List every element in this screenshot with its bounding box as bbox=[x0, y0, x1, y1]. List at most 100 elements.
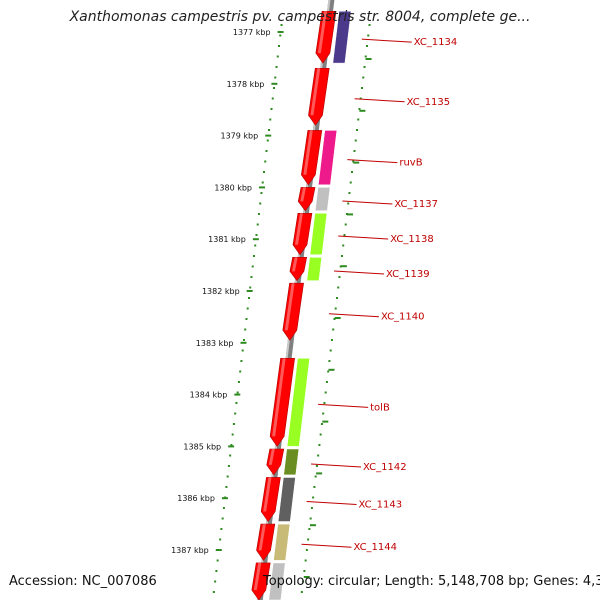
ruler-tick-label: 1381 kbp bbox=[208, 235, 246, 244]
ruler-dot bbox=[362, 76, 365, 79]
ruler-dot bbox=[347, 202, 350, 205]
ruler-tick-label: 1382 kbp bbox=[202, 287, 240, 296]
ruler-tick-label: 1387 kbp bbox=[171, 546, 209, 555]
gene-label-leader bbox=[318, 403, 369, 408]
ruler-dot bbox=[324, 391, 327, 394]
ruler-tick bbox=[252, 238, 259, 241]
ruler-dot bbox=[330, 339, 333, 341]
gene-category-block bbox=[309, 213, 328, 255]
gene-category-block bbox=[283, 448, 300, 476]
gene-label-leader bbox=[347, 159, 398, 164]
ruler-dot bbox=[357, 118, 360, 121]
ruler-dot bbox=[269, 118, 272, 121]
ruler-dot bbox=[307, 538, 310, 541]
gene-label-leader bbox=[328, 313, 379, 318]
ruler-dot bbox=[234, 412, 237, 415]
gene-category-block bbox=[318, 130, 338, 186]
ruler-dot bbox=[245, 318, 248, 320]
ruler-dot bbox=[323, 402, 326, 404]
ruler-dot bbox=[230, 444, 233, 446]
ruler-tick-label: 1377 kbp bbox=[233, 28, 271, 37]
ruler-dot bbox=[317, 454, 320, 457]
ruler: 1377 kbp 1378 kbp 1379 kbp 1380 kbp 1381 kbp… bbox=[171, 24, 372, 593]
ruler-dot bbox=[300, 591, 303, 593]
ruler-tick-label: 1383 kbp bbox=[196, 339, 234, 348]
gene-label: XC_1138 bbox=[390, 234, 434, 245]
ruler-tick bbox=[265, 134, 272, 137]
ruler-tick bbox=[359, 109, 366, 112]
ruler-dot bbox=[340, 255, 343, 257]
gene-arrow-highlight bbox=[294, 213, 303, 245]
ruler-tick bbox=[246, 290, 253, 292]
ruler-dot bbox=[254, 244, 257, 247]
ruler-dot bbox=[255, 234, 258, 236]
ruler-dot bbox=[332, 328, 335, 331]
ruler-dot bbox=[264, 160, 267, 163]
ruler-dot bbox=[242, 339, 245, 341]
ruler-dot bbox=[345, 213, 348, 215]
gene-arrow-highlight bbox=[268, 448, 275, 465]
ruler-dot bbox=[348, 192, 351, 194]
ruler-dot bbox=[363, 66, 366, 68]
gene-arrow-highlight bbox=[272, 358, 286, 437]
ruler-dot bbox=[232, 423, 235, 425]
accession-text: Accession: NC_007086 bbox=[9, 574, 157, 589]
gene-arrow bbox=[292, 213, 313, 256]
ruler-tick-label: 1378 kbp bbox=[227, 80, 265, 89]
gene-label-leader bbox=[301, 543, 352, 548]
gene-arrow bbox=[260, 477, 281, 523]
ruler-dot bbox=[310, 507, 313, 509]
ruler-dot bbox=[252, 255, 255, 257]
ruler-dot bbox=[322, 412, 325, 415]
ruler-dot bbox=[308, 528, 311, 530]
ruler-tick-label: 1379 kbp bbox=[221, 132, 259, 141]
ruler-dot bbox=[267, 129, 270, 131]
map-title: Xanthomonas campestris pv. campestris st… bbox=[69, 9, 531, 25]
ruler-dot bbox=[271, 97, 274, 100]
ruler-dot bbox=[319, 433, 322, 436]
gene-label: XC_1142 bbox=[363, 462, 407, 473]
ruler-dot bbox=[343, 234, 346, 236]
ruler-dot bbox=[222, 507, 225, 509]
ruler-dot bbox=[251, 265, 254, 268]
gene-label: XC_1139 bbox=[386, 269, 430, 280]
gene-label: XC_1144 bbox=[353, 542, 397, 553]
ruler-dot bbox=[304, 559, 307, 562]
ruler-dot bbox=[256, 223, 259, 226]
gene-label: XC_1140 bbox=[381, 312, 425, 323]
ruler-dot bbox=[225, 486, 228, 488]
ruler-tick bbox=[303, 576, 310, 578]
ruler-dot bbox=[368, 24, 371, 26]
gene-label-leader bbox=[342, 200, 393, 205]
gene-arrow-highlight bbox=[303, 130, 313, 175]
ruler-dot bbox=[276, 55, 279, 58]
ruler-dot bbox=[302, 580, 305, 583]
ruler-tick bbox=[353, 161, 360, 164]
gene-arrow-highlight bbox=[253, 562, 262, 590]
ruler-dot bbox=[303, 570, 306, 572]
gene-arrow-highlight bbox=[310, 68, 321, 116]
ruler-dot bbox=[227, 465, 230, 467]
gene-arrow-highlight bbox=[258, 524, 266, 551]
ruler-dot bbox=[318, 444, 321, 446]
ruler-dot bbox=[270, 108, 273, 110]
ruler-tick bbox=[259, 186, 266, 189]
ruler-dot bbox=[266, 139, 269, 142]
ruler-dot bbox=[244, 328, 247, 331]
ruler-dot bbox=[221, 517, 224, 520]
ruler-dot bbox=[259, 202, 262, 205]
gene-label-leader bbox=[311, 463, 362, 468]
ruler-dot bbox=[247, 297, 250, 299]
ruler-dot bbox=[260, 192, 263, 194]
ruler-dot bbox=[261, 181, 264, 184]
ruler-dot bbox=[342, 244, 345, 247]
ruler-tick-label: 1386 kbp bbox=[177, 494, 215, 503]
ruler-dot bbox=[237, 381, 240, 383]
ruler-dot bbox=[349, 181, 352, 184]
ruler-dot bbox=[309, 517, 312, 520]
gene-arrow bbox=[266, 448, 285, 476]
ruler-dot bbox=[367, 34, 370, 37]
gene-category-block bbox=[273, 523, 291, 561]
ruler-tick bbox=[322, 420, 329, 423]
